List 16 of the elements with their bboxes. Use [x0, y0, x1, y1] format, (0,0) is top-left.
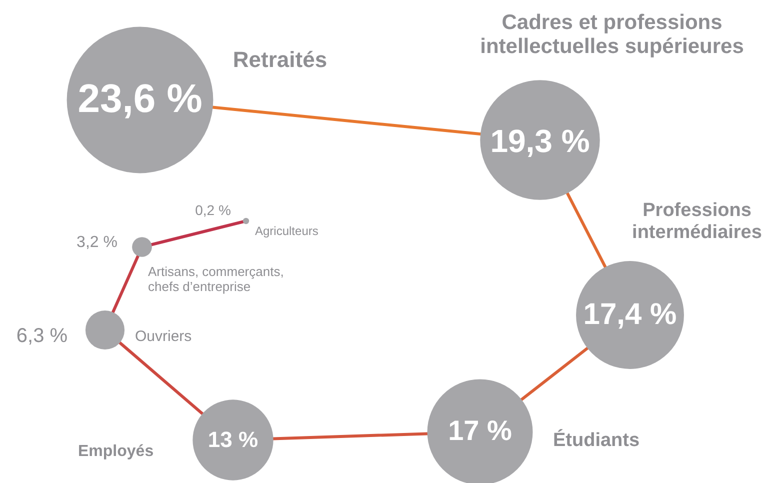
category-label: Professions intermédiaires: [632, 200, 762, 243]
data-label: 17,4 %: [583, 298, 677, 331]
data-label: 0,2 %: [195, 202, 231, 218]
data-label: 23,6 %: [78, 77, 202, 121]
category-label: Cadres et professions intellectuelles supérieures: [480, 11, 744, 58]
category-label: Étudiants: [553, 429, 640, 451]
category-label: Agriculteurs: [255, 224, 318, 238]
data-label: 3,2 %: [76, 234, 118, 251]
category-label: Employés: [78, 443, 154, 460]
category-label: Artisans, commerçants, chefs d’entreprise: [148, 264, 284, 294]
data-label: 13 %: [208, 427, 258, 452]
data-label: 6,3 %: [16, 325, 68, 347]
data-label: 17 %: [448, 415, 512, 446]
data-label: 19,3 %: [490, 123, 590, 159]
category-label: Ouvriers: [135, 328, 192, 345]
category-label: Retraités: [232, 47, 328, 72]
